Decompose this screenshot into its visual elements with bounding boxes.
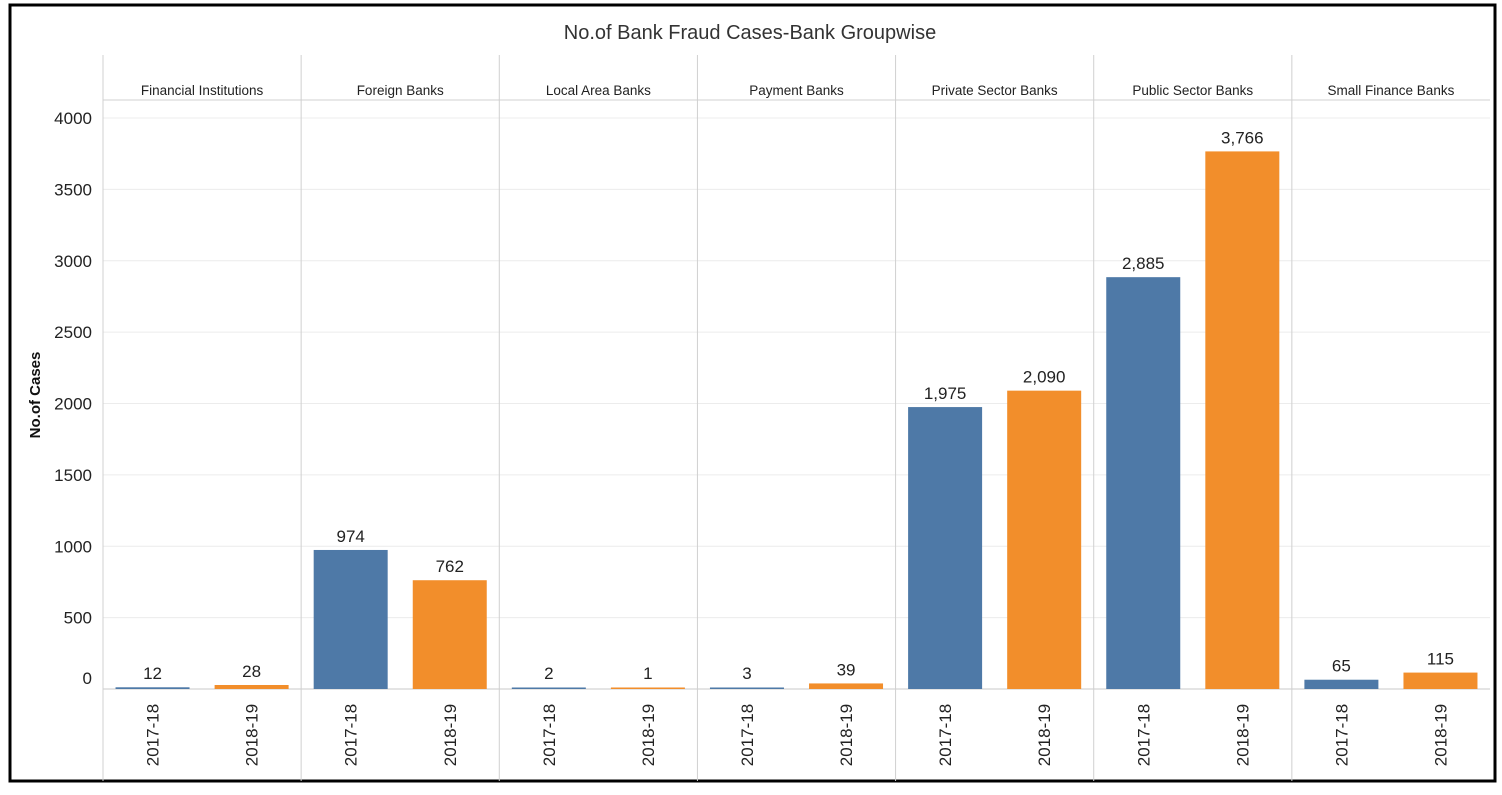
x-tick-label: 2017-18 (738, 704, 757, 766)
y-tick-label: 1500 (54, 466, 92, 485)
y-axis-label: No.of Cases (27, 352, 44, 439)
x-tick-label: 2018-19 (837, 704, 856, 766)
bar-2017-18 (908, 407, 983, 689)
x-tick-label: 2017-18 (1134, 704, 1153, 766)
data-label: 1 (643, 664, 652, 683)
data-label: 3 (742, 664, 751, 683)
panel-header: Private Sector Banks (932, 83, 1058, 98)
y-tick-label: 2000 (54, 395, 92, 414)
y-tick-label: 1000 (54, 537, 92, 556)
panel-header: Public Sector Banks (1132, 83, 1253, 98)
bar-2017-18 (115, 687, 190, 689)
y-tick-label: 3500 (54, 180, 92, 199)
data-label: 2,090 (1023, 368, 1066, 387)
x-tick-label: 2017-18 (936, 704, 955, 766)
panel-header: Financial Institutions (141, 83, 264, 98)
y-tick-label: 3000 (54, 252, 92, 271)
y-tick-label: 2500 (54, 323, 92, 342)
data-label: 28 (242, 662, 261, 681)
bar-2018-19 (1007, 390, 1082, 689)
bar-2017-18 (1106, 277, 1181, 689)
bar-2018-19 (809, 683, 884, 689)
x-tick-label: 2018-19 (639, 704, 658, 766)
bar-2017-18 (1304, 679, 1379, 689)
y-tick-label: 4000 (54, 109, 92, 128)
chart-title: No.of Bank Fraud Cases-Bank Groupwise (564, 22, 936, 44)
bar-2018-19 (1403, 672, 1478, 689)
x-tick-label: 2018-19 (441, 704, 460, 766)
data-label: 974 (336, 527, 364, 546)
x-tick-label: 2018-19 (1035, 704, 1054, 766)
y-tick-label: 500 (64, 609, 92, 628)
y-tick-label: 0 (83, 669, 92, 688)
bar-2017-18 (313, 549, 388, 689)
panel-header: Local Area Banks (546, 83, 651, 98)
bar-2018-19 (412, 580, 487, 689)
data-label: 762 (436, 557, 464, 576)
x-tick-label: 2017-18 (342, 704, 361, 766)
panel-header: Small Finance Banks (1328, 83, 1455, 98)
x-tick-label: 2017-18 (540, 704, 559, 766)
data-label: 2 (544, 664, 553, 683)
x-tick-label: 2017-18 (144, 704, 163, 766)
data-label: 3,766 (1221, 128, 1264, 147)
data-label: 65 (1332, 657, 1351, 676)
data-label: 2,885 (1122, 254, 1165, 273)
data-label: 115 (1427, 650, 1454, 669)
x-tick-label: 2018-19 (1233, 704, 1252, 766)
bar-2017-18 (709, 687, 784, 689)
data-label: 39 (837, 660, 856, 679)
panel-header: Foreign Banks (357, 83, 444, 98)
x-tick-label: 2017-18 (1332, 704, 1351, 766)
data-label: 12 (143, 664, 162, 683)
data-label: 1,975 (924, 384, 967, 403)
bar-2018-19 (1205, 151, 1280, 689)
x-tick-label: 2018-19 (243, 704, 262, 766)
bar-2018-19 (214, 685, 289, 689)
bar-2017-18 (511, 687, 586, 689)
bar-2018-19 (610, 687, 685, 689)
x-tick-label: 2018-19 (1431, 704, 1450, 766)
panel-header: Payment Banks (749, 83, 844, 98)
